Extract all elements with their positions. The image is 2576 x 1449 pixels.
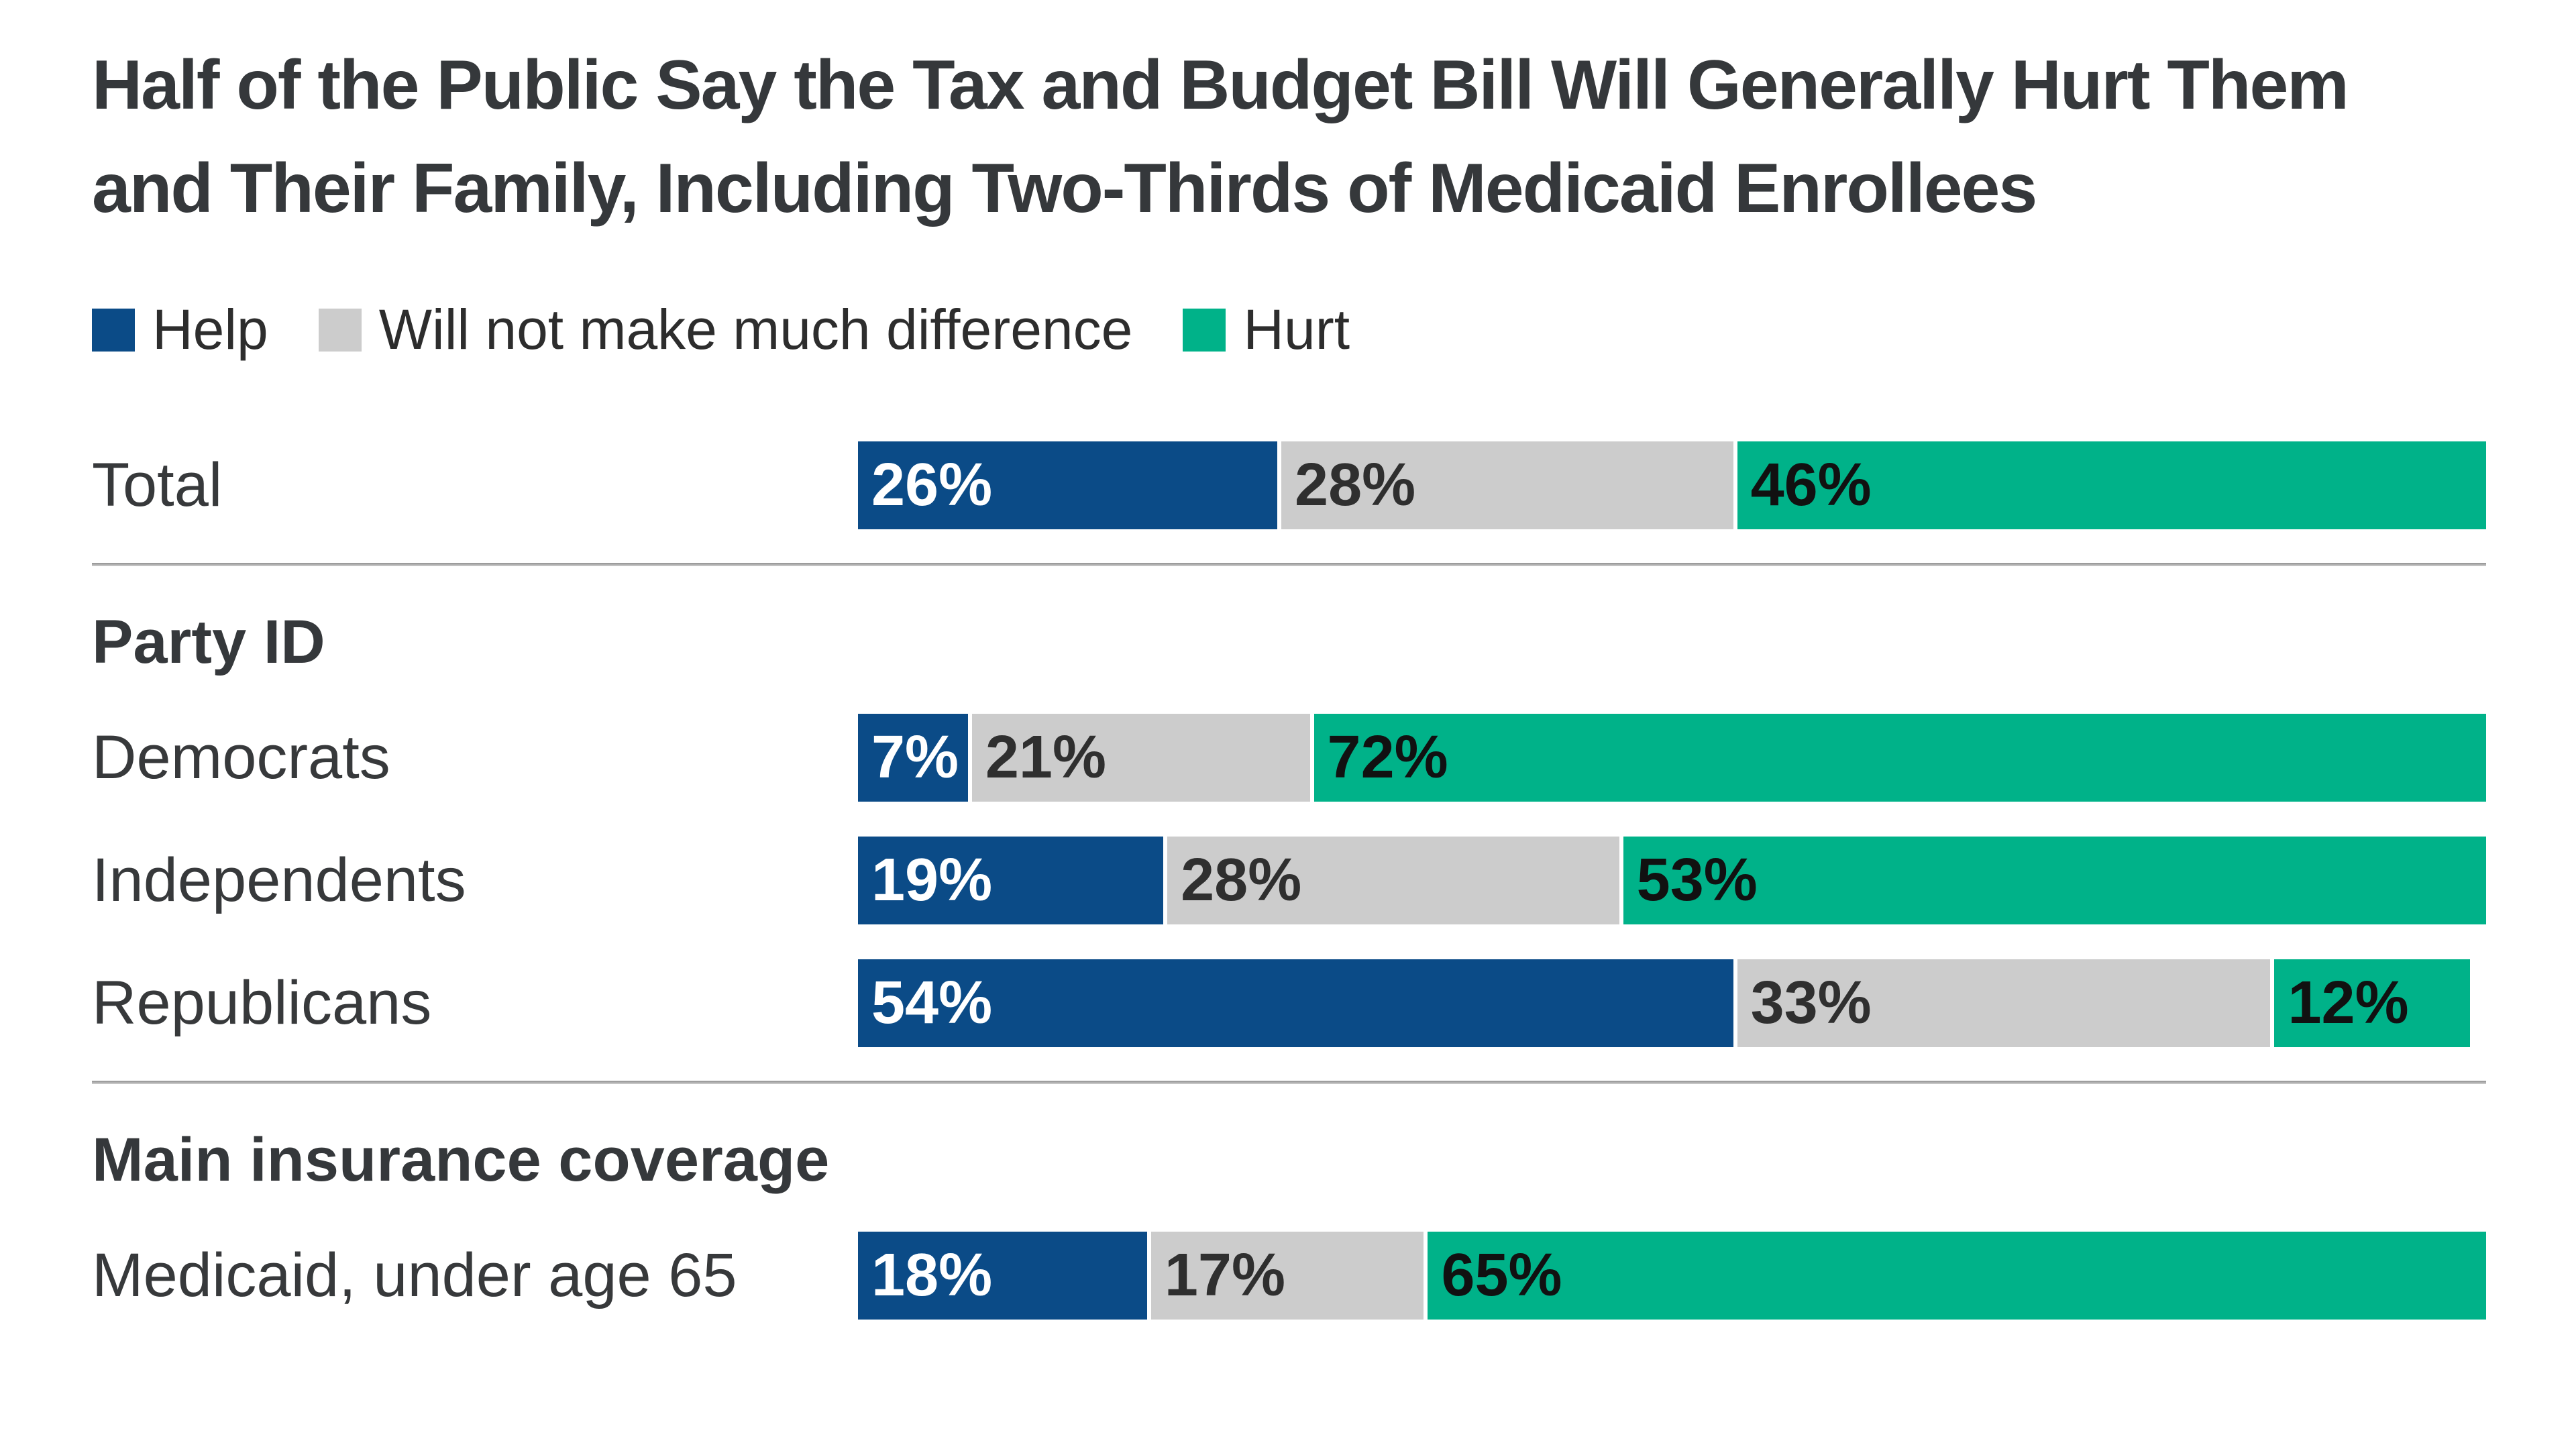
hurt-color-swatch [1183, 308, 1226, 352]
chart-title: Half of the Public Say the Tax and Budge… [92, 34, 2486, 240]
bar-segment-neutral: 28% [1281, 441, 1737, 529]
chart-figure: Half of the Public Say the Tax and Budge… [0, 34, 2576, 1449]
bar-segment-help: 7% [858, 714, 972, 802]
row-label: Democrats [92, 723, 390, 792]
value-label: 33% [1750, 969, 1872, 1036]
section-divider [92, 1081, 2486, 1084]
legend: Help Will not make much difference Hurt [92, 297, 2486, 362]
no-difference-color-swatch [318, 308, 362, 352]
value-label: 46% [1750, 451, 1872, 519]
row-label: Independents [92, 846, 466, 914]
chart-group: Party ID Democrats 7% 21% 72% Independents 19%… [92, 605, 2486, 1047]
chart-title-line-1: Half of the Public Say the Tax and Budge… [92, 46, 2349, 124]
bar-segment-help: 26% [858, 441, 1282, 529]
legend-item-no-difference: Will not make much difference [318, 297, 1133, 362]
legend-label-hurt: Hurt [1243, 298, 1350, 361]
bar-segment-neutral: 17% [1150, 1232, 1428, 1320]
bar-row: Independents 19% 28% 53% [92, 837, 2486, 924]
bar-track: 26% 28% 46% [858, 441, 2486, 529]
value-label: 17% [1164, 1242, 1285, 1309]
bar-segment-hurt: 72% [1313, 714, 2486, 802]
bar-track: 19% 28% 53% [858, 837, 2486, 924]
bar-segment-neutral: 28% [1167, 837, 1623, 924]
section-header: Main insurance coverage [92, 1126, 830, 1194]
value-label: 12% [2288, 969, 2409, 1036]
value-label: 28% [1295, 451, 1416, 519]
stacked-bar-chart: Total 26% 28% 46% Party ID Democrats 7% 21% 72% I… [92, 441, 2486, 1320]
legend-item-hurt: Hurt [1183, 297, 1350, 362]
legend-label-no-difference: Will not make much difference [378, 298, 1133, 361]
bar-segment-neutral: 21% [971, 714, 1314, 802]
value-label: 7% [871, 724, 959, 791]
chart-title-line-2: and Their Family, Including Two-Thirds o… [92, 150, 2037, 227]
bar-row: Medicaid, under age 65 18% 17% 65% [92, 1232, 2486, 1320]
chart-group: Main insurance coverage Medicaid, under a… [92, 1123, 2486, 1320]
bar-segment-hurt: 46% [1737, 441, 2486, 529]
value-label: 26% [871, 451, 993, 519]
bar-row: Total 26% 28% 46% [92, 441, 2486, 529]
bar-segment-hurt: 12% [2274, 959, 2470, 1047]
legend-item-help: Help [92, 297, 268, 362]
section-divider [92, 563, 2486, 566]
row-label: Total [92, 451, 223, 519]
row-label: Medicaid, under age 65 [92, 1241, 737, 1309]
section-header: Party ID [92, 608, 325, 676]
bar-track: 7% 21% 72% [858, 714, 2486, 802]
value-label: 21% [985, 724, 1107, 791]
value-label: 65% [1441, 1242, 1562, 1309]
value-label: 18% [871, 1242, 993, 1309]
value-label: 72% [1327, 724, 1448, 791]
value-label: 28% [1181, 847, 1302, 914]
bar-segment-hurt: 65% [1428, 1232, 2486, 1320]
legend-label-help: Help [152, 298, 268, 361]
value-label: 19% [871, 847, 993, 914]
help-color-swatch [92, 308, 135, 352]
bar-track: 54% 33% 12% [858, 959, 2486, 1047]
bar-track: 18% 17% 65% [858, 1232, 2486, 1320]
bar-row: Democrats 7% 21% 72% [92, 714, 2486, 802]
bar-segment-neutral: 33% [1737, 959, 2275, 1047]
bar-row: Republicans 54% 33% 12% [92, 959, 2486, 1047]
bar-segment-help: 18% [858, 1232, 1151, 1320]
value-label: 53% [1636, 847, 1758, 914]
row-label: Republicans [92, 969, 432, 1037]
bar-segment-help: 54% [858, 959, 1737, 1047]
bar-segment-hurt: 53% [1623, 837, 2486, 924]
bar-segment-help: 19% [858, 837, 1168, 924]
chart-group: Total 26% 28% 46% [92, 441, 2486, 529]
value-label: 54% [871, 969, 993, 1036]
